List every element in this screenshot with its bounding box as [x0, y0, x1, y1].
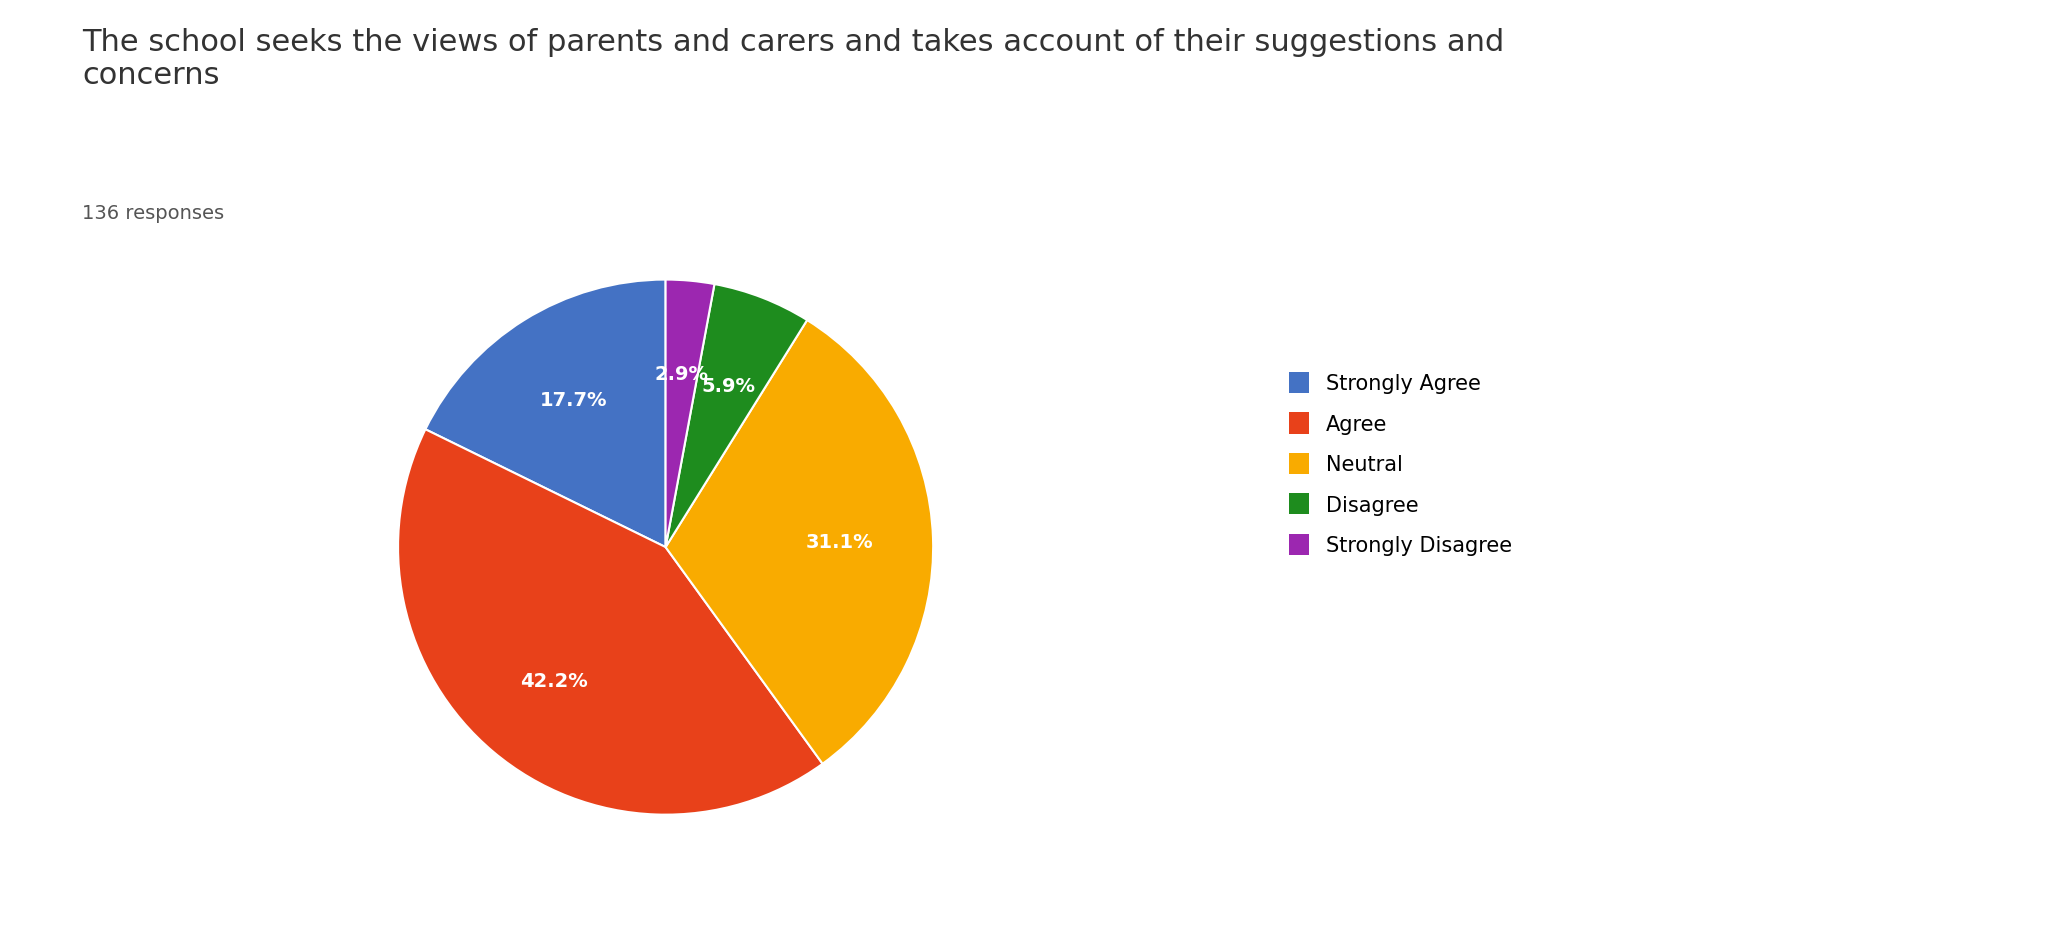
Text: 2.9%: 2.9%	[655, 365, 709, 384]
Legend: Strongly Agree, Agree, Neutral, Disagree, Strongly Disagree: Strongly Agree, Agree, Neutral, Disagree…	[1280, 364, 1520, 564]
Wedge shape	[666, 285, 807, 548]
Text: 136 responses: 136 responses	[82, 204, 223, 223]
Wedge shape	[397, 430, 823, 815]
Wedge shape	[426, 280, 666, 548]
Text: 42.2%: 42.2%	[520, 671, 588, 690]
Text: 5.9%: 5.9%	[702, 376, 756, 395]
Text: The school seeks the views of parents and carers and takes account of their sugg: The school seeks the views of parents an…	[82, 28, 1503, 90]
Text: 31.1%: 31.1%	[805, 532, 872, 551]
Wedge shape	[666, 321, 934, 764]
Text: 17.7%: 17.7%	[541, 391, 608, 409]
Wedge shape	[666, 280, 715, 548]
